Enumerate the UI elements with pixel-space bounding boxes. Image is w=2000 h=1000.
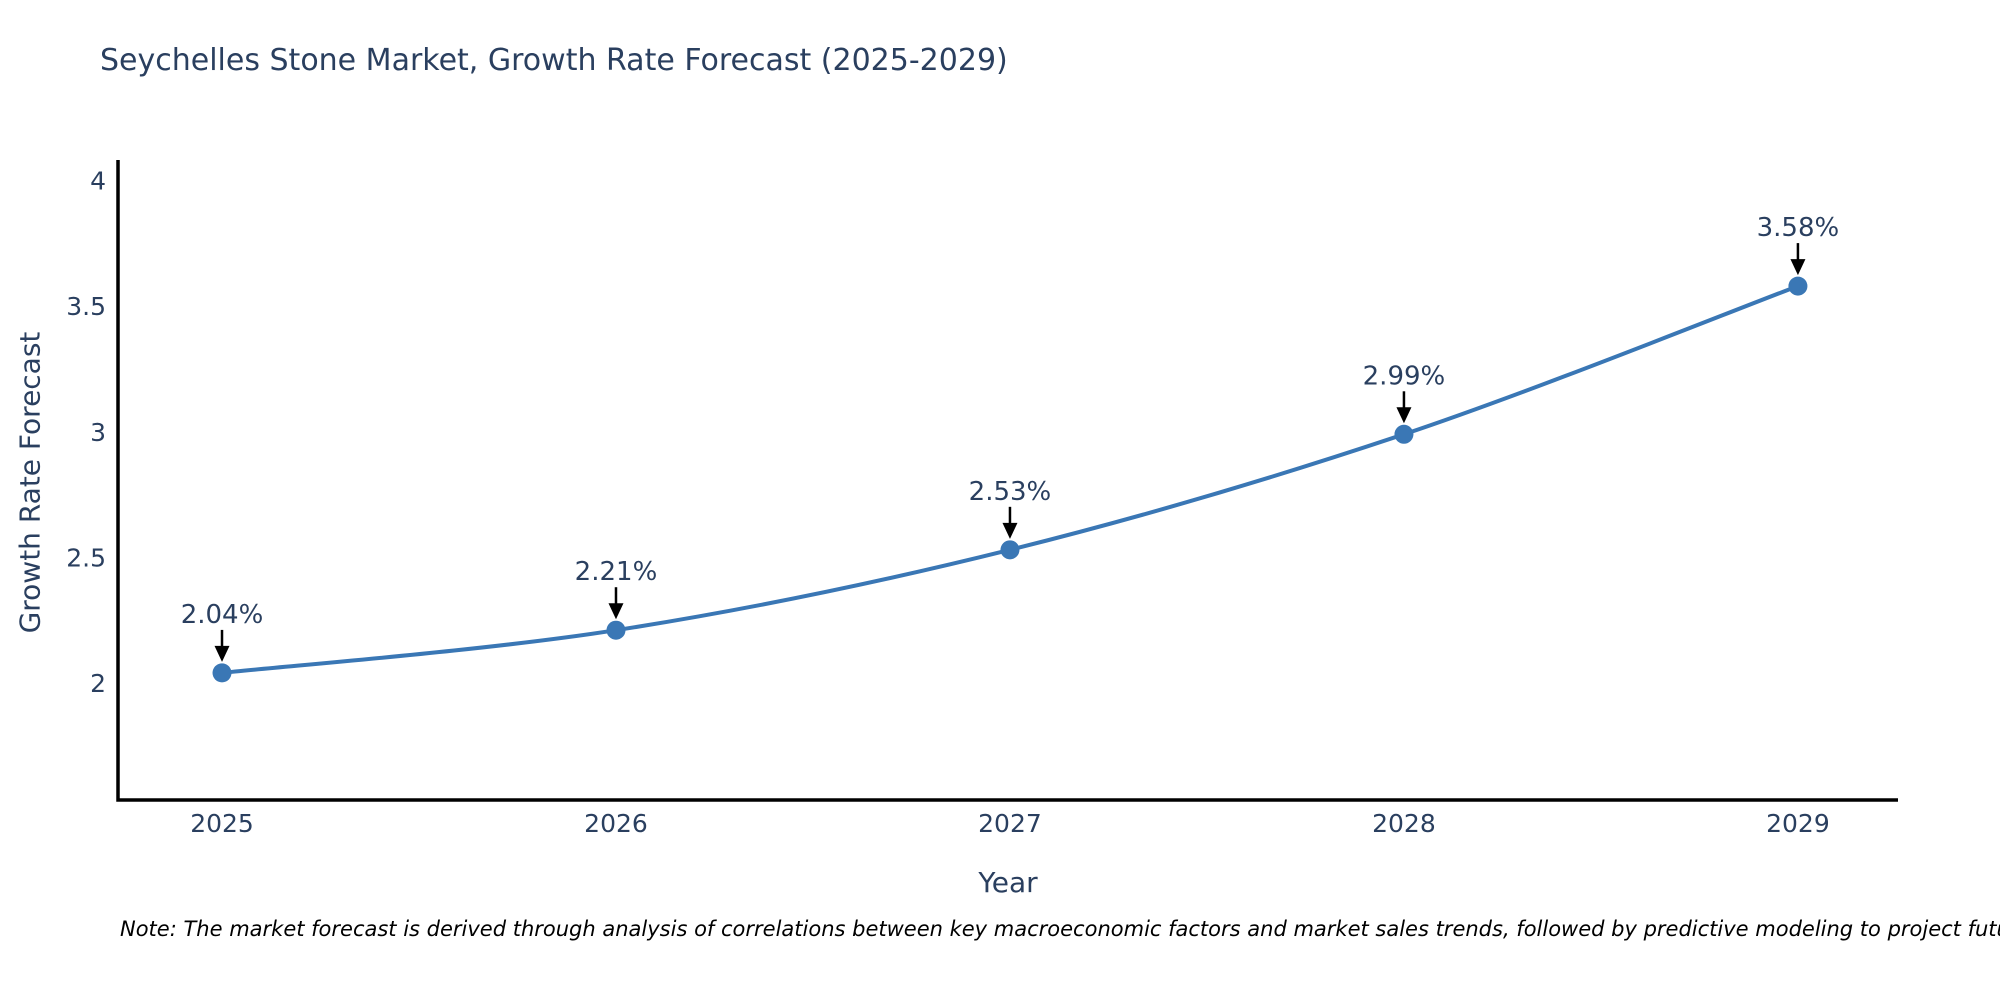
data-point-marker <box>1000 540 1020 560</box>
y-tick-label: 3 <box>90 418 106 447</box>
annotation-arrow-head <box>1790 259 1806 276</box>
annotation-arrow-head <box>608 603 624 620</box>
axis-lines <box>116 160 1898 802</box>
annotation-arrow-head <box>1396 407 1412 424</box>
data-point-marker <box>1788 276 1808 296</box>
annotation-label: 2.21% <box>575 557 658 587</box>
x-tick-label: 2025 <box>190 809 254 838</box>
annotation-arrow-head <box>1002 522 1018 539</box>
x-tick-label: 2028 <box>1372 809 1436 838</box>
annotation-label: 3.58% <box>1757 213 1840 243</box>
y-tick-label: 2.5 <box>66 543 106 572</box>
annotation-label: 2.99% <box>1363 361 1446 391</box>
x-tick-label: 2029 <box>1766 809 1830 838</box>
annotation-label: 2.04% <box>181 600 264 630</box>
annotation-label: 2.53% <box>969 477 1052 507</box>
chart-title: Seychelles Stone Market, Growth Rate For… <box>100 43 1008 78</box>
data-point-marker <box>606 620 626 640</box>
y-tick-label: 3.5 <box>66 292 106 321</box>
annotation-arrow-head <box>214 645 230 662</box>
chart-footnote: Note: The market forecast is derived thr… <box>120 917 2000 941</box>
data-point-marker <box>212 663 232 683</box>
y-tick-label: 4 <box>90 167 106 196</box>
data-point-marker <box>1394 424 1414 444</box>
y-tick-label: 2 <box>90 669 106 698</box>
x-tick-label: 2026 <box>584 809 648 838</box>
x-tick-label: 2027 <box>978 809 1042 838</box>
x-axis-title: Year <box>978 866 1038 899</box>
